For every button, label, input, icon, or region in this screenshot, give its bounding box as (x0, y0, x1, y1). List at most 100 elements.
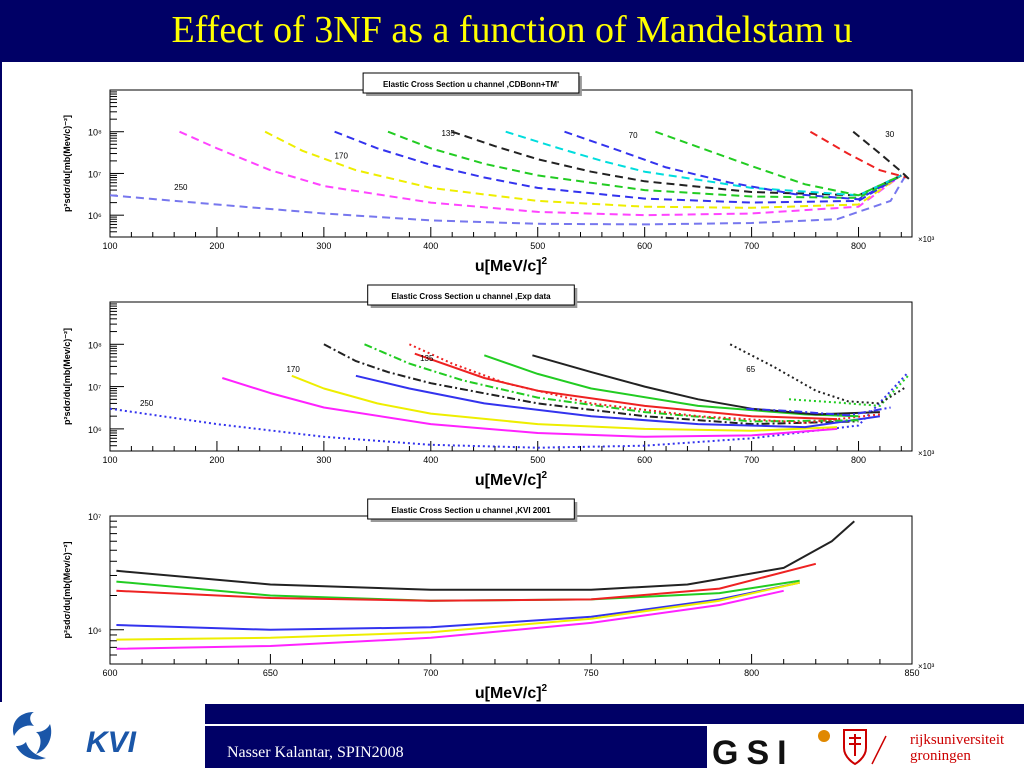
series-line-5 (387, 130, 902, 199)
kvi-logo: KVI (12, 712, 137, 760)
series-line-4 (323, 343, 859, 426)
footer-box (205, 726, 707, 768)
curve-label: 65 (746, 365, 755, 374)
series-line-13 (729, 343, 908, 405)
series-line-5 (116, 581, 800, 641)
curve-label: 170 (286, 365, 300, 374)
series-line-2 (179, 130, 902, 217)
x-tick-label: 700 (423, 668, 438, 678)
x-tick-label: 650 (263, 668, 278, 678)
chart-3: 10⁶ 10⁷ 600 650 700 750 800 850×10³ u[MeV/c]2 p²s… (62, 498, 935, 702)
series-line-8 (414, 352, 838, 421)
y-tick-label: 10⁶ (88, 211, 102, 221)
title-banner (0, 0, 1024, 62)
y-tick-label: 10⁷ (88, 169, 101, 179)
curve-label: 135 (441, 129, 455, 138)
x-tick-label: 600 (637, 241, 652, 251)
curve-label: 135 (420, 354, 434, 363)
series-line-2 (222, 377, 838, 438)
curve-label: 70 (629, 131, 638, 140)
rug-line1: rijksuniversiteit (910, 732, 1005, 748)
footer: Nasser Kalantar, SPIN2008 KVI GSI rijksu… (0, 704, 1024, 768)
y-tick-label: 10⁶ (88, 626, 102, 636)
series-line-8 (564, 130, 902, 201)
left-border (0, 62, 2, 702)
x-tick-label: 800 (744, 668, 759, 678)
university-crest-icon (843, 729, 887, 766)
x-multiplier: ×10³ (918, 449, 935, 458)
series-line-3 (291, 374, 838, 432)
series-line-5 (355, 374, 881, 429)
x-tick-label: 750 (584, 668, 599, 678)
chart-title-box (367, 498, 575, 520)
series-group (116, 520, 855, 650)
x-tick-label: 700 (744, 455, 759, 465)
y-axis-label: p²sdσ/du[mb(Mev/c)⁻²] (62, 328, 72, 425)
chart-2: 10⁶ 10⁷ 10⁸ 100 200 300 400 500 600 700 800 ×10³ u[M… (62, 284, 935, 489)
curve-label: 250 (174, 183, 188, 192)
series-line-1 (110, 172, 908, 226)
series-line-4 (116, 581, 800, 631)
chart-title-box (367, 284, 575, 306)
x-axis-label-exponent: 2 (542, 683, 548, 694)
y-axis-label: p²sdσ/du[mb(Mev/c)⁻²] (62, 542, 72, 639)
x-multiplier: ×10³ (918, 662, 935, 671)
kvi-logo-text: KVI (86, 726, 137, 759)
x-tick-label: 850 (904, 668, 919, 678)
curve-label: 170 (335, 151, 349, 160)
series-line-7 (408, 343, 881, 424)
x-tick-label: 300 (316, 455, 331, 465)
x-tick-label: 500 (530, 241, 545, 251)
chart-title-box (362, 72, 580, 94)
x-tick-label: 700 (744, 241, 759, 251)
x-tick-label: 100 (102, 455, 117, 465)
series-line-6 (116, 589, 784, 650)
x-tick-label: 600 (637, 455, 652, 465)
x-tick-label: 500 (530, 455, 545, 465)
chart-1: 10⁶ 10⁷ 10⁸ 100 200 300 400 500 600 700 800 ×10³ u[M… (62, 72, 935, 275)
plots-area: 10⁶ 10⁷ 10⁸ 100 200 300 400 500 600 700 800 ×10³ u[M… (62, 72, 935, 702)
x-multiplier: ×10³ (918, 235, 935, 244)
y-tick-label: 10⁸ (88, 128, 102, 138)
y-tick-label: 10⁸ (88, 340, 102, 350)
x-tick-label: 800 (851, 455, 866, 465)
series-line-6 (364, 343, 859, 423)
x-tick-label: 400 (423, 455, 438, 465)
gsi-logo-text: GSI (712, 734, 795, 768)
x-axis-label: u[MeV/c]2 (475, 256, 548, 275)
series-line-11 (852, 130, 911, 181)
x-tick-label: 200 (209, 241, 224, 251)
x-tick-label: 800 (851, 241, 866, 251)
chart-title: Elastic Cross Section u channel ,Exp dat… (391, 292, 551, 301)
series-line-11 (746, 406, 891, 417)
x-axis-label: u[MeV/c]2 (475, 470, 548, 489)
x-axis-label-exponent: 2 (542, 256, 548, 267)
x-tick-label: 300 (316, 241, 331, 251)
chart-title: Elastic Cross Section u channel ,KVI 200… (391, 506, 551, 515)
y-tick-label: 10⁶ (88, 425, 102, 435)
series-line-1 (116, 520, 855, 591)
series-line-3 (116, 562, 817, 602)
x-tick-label: 200 (209, 455, 224, 465)
rug-logo: rijksuniversiteit groningen (843, 729, 1005, 766)
slide-title: Effect of 3NF as a function of Mandelsta… (171, 9, 853, 51)
x-axis-label-exponent: 2 (542, 470, 548, 481)
gsi-dot-icon (818, 730, 830, 742)
curve-label: 250 (140, 399, 154, 408)
x-axis-label: u[MeV/c]2 (475, 683, 548, 702)
footer-band (205, 704, 1024, 724)
x-tick-label: 600 (102, 668, 117, 678)
gsi-logo: GSI (712, 730, 830, 768)
rug-line2: groningen (910, 748, 971, 764)
swirl-logo-icon (12, 712, 52, 760)
x-tick-label: 400 (423, 241, 438, 251)
chart-title: Elastic Cross Section u channel ,CDBonn+… (383, 80, 559, 89)
y-tick-label: 10⁷ (88, 512, 101, 522)
plot-frame (109, 89, 913, 238)
series-group (110, 343, 911, 449)
x-tick-label: 100 (102, 241, 117, 251)
series-line-7 (505, 130, 902, 197)
y-axis-label: p²sdσ/du[mb(Mev/c)⁻²] (62, 115, 72, 212)
y-tick-label: 10⁷ (88, 383, 101, 393)
series-line-9 (655, 130, 902, 197)
